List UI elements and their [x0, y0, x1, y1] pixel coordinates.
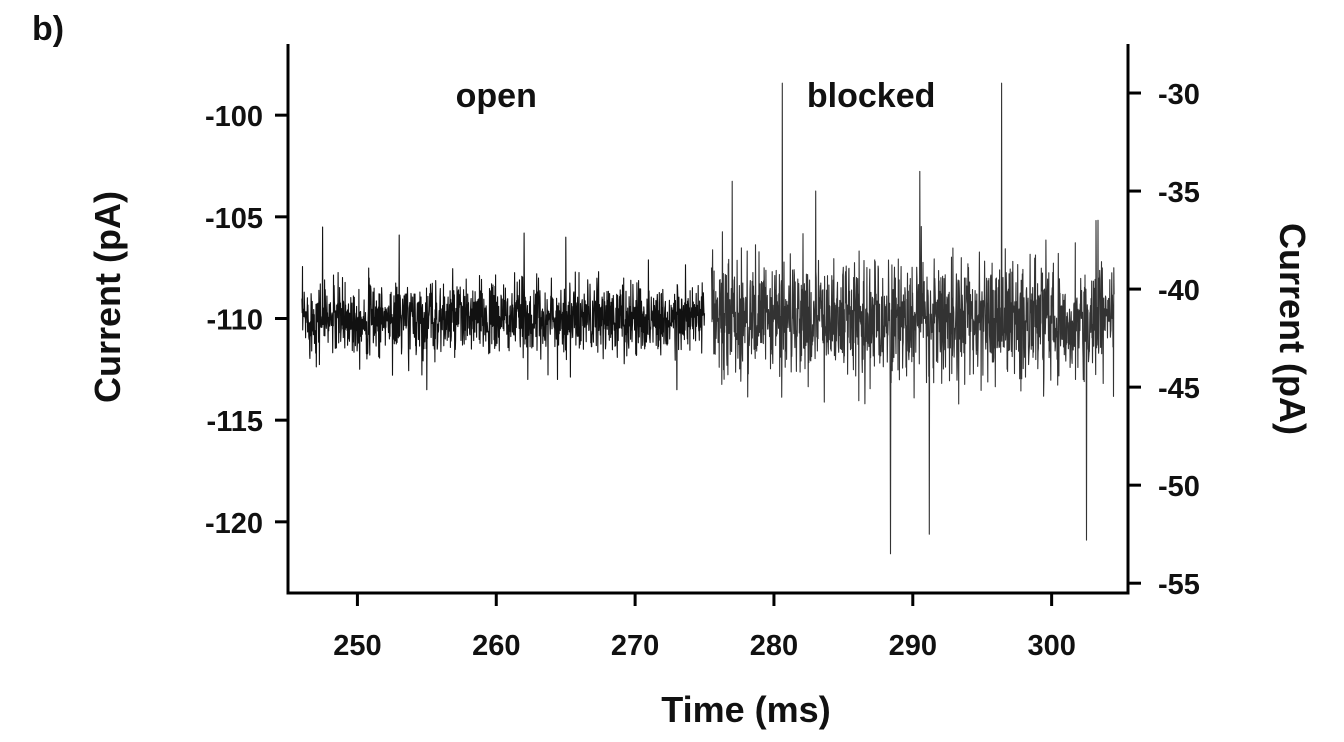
panel-label: b): [32, 10, 64, 48]
left-y-tick-label: -115: [207, 406, 263, 438]
x-tick-label: 260: [472, 630, 520, 662]
right-y-tick-label: -40: [1158, 275, 1200, 307]
left-y-tick-label: -120: [205, 508, 263, 540]
x-ticks: 250 260 270 280 290 300: [333, 593, 1076, 662]
blocked-state-trace: [712, 83, 1115, 554]
right-y-tick-label: -50: [1158, 471, 1200, 503]
left-y-tick-label: -100: [205, 101, 263, 133]
x-tick-label: 300: [1027, 630, 1075, 662]
x-axis-title: Time (ms): [661, 689, 830, 730]
left-y-tick-label: -110: [207, 305, 263, 337]
right-y-tick-label: -55: [1158, 569, 1200, 601]
right-y-axis-title: Current (pA): [1272, 223, 1313, 435]
x-tick-label: 290: [889, 630, 937, 662]
annotation-open: open: [456, 77, 537, 115]
right-y-tick-label: -30: [1158, 79, 1200, 111]
traces: [302, 83, 1114, 554]
right-y-ticks: -30 -35 -40 -45 -50 -55: [1128, 79, 1200, 601]
annotation-blocked: blocked: [807, 77, 935, 115]
open-state-trace: [302, 227, 705, 390]
left-y-ticks: -100 -105 -110 -115 -120: [205, 101, 288, 540]
left-y-tick-label: -105: [205, 203, 263, 235]
right-y-tick-label: -35: [1158, 177, 1200, 209]
left-y-axis-title: Current (pA): [87, 191, 128, 403]
x-tick-label: 270: [611, 630, 659, 662]
x-tick-label: 250: [333, 630, 381, 662]
x-tick-label: 280: [750, 630, 798, 662]
right-y-tick-label: -45: [1158, 373, 1200, 405]
